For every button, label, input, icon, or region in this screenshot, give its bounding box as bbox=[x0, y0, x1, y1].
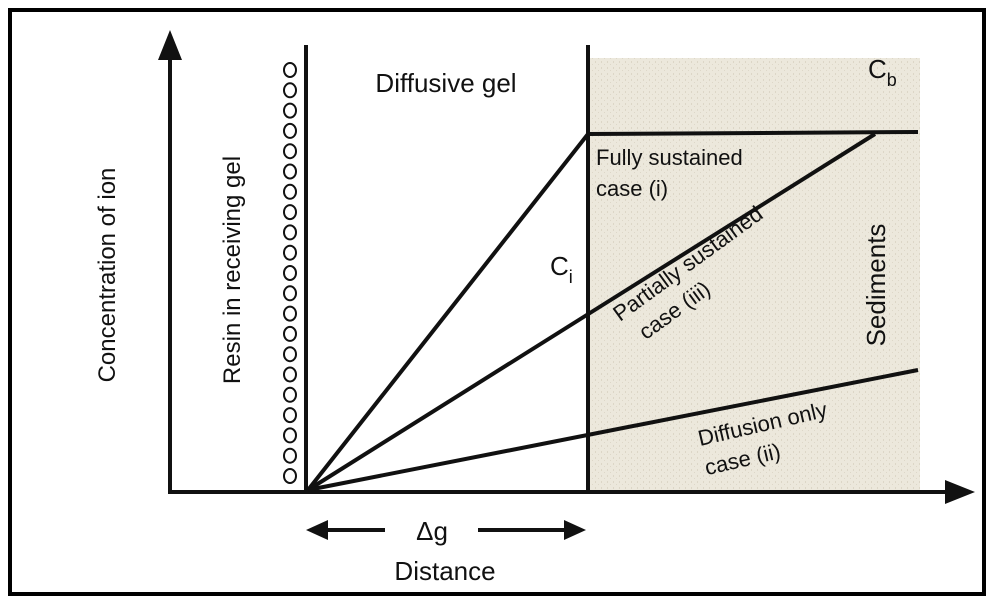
cb-sub: b bbox=[887, 70, 897, 90]
x-axis-label: Distance bbox=[394, 556, 495, 586]
case-iii-line bbox=[306, 132, 877, 492]
cb-symbol: Cb bbox=[868, 54, 897, 90]
resin-bead bbox=[283, 183, 297, 200]
resin-bead bbox=[283, 407, 297, 424]
resin-bead bbox=[283, 163, 297, 180]
resin-bead bbox=[283, 386, 297, 403]
resin-bead bbox=[283, 468, 297, 484]
case-label: case (i) bbox=[596, 176, 668, 201]
x-arrowhead bbox=[945, 480, 975, 504]
sediments-label: Sediments bbox=[861, 224, 891, 347]
resin-bead bbox=[283, 244, 297, 261]
resin-label: Resin in receiving gel bbox=[219, 156, 246, 384]
resin-bead bbox=[283, 325, 297, 342]
resin-bead bbox=[283, 285, 297, 302]
resin-bead bbox=[283, 346, 297, 363]
ci-symbol: Ci bbox=[550, 251, 573, 287]
resin-bead bbox=[283, 122, 297, 139]
resin-bead bbox=[283, 265, 297, 281]
resin-bead bbox=[283, 143, 297, 160]
y-axis-label: Concentration of ion bbox=[94, 168, 121, 383]
resin-bead bbox=[283, 224, 297, 241]
resin-bead bbox=[283, 305, 297, 322]
gel-thickness-label: Δg bbox=[416, 516, 448, 546]
arrowhead-right bbox=[564, 520, 586, 540]
case-ii-line bbox=[307, 368, 919, 492]
sediment-area bbox=[590, 58, 920, 490]
resin-bead bbox=[283, 102, 297, 119]
resin-bead bbox=[283, 204, 297, 221]
ci-main: C bbox=[550, 251, 569, 281]
resin-bead bbox=[283, 82, 297, 99]
gel-label: Diffusive gel bbox=[375, 68, 516, 98]
y-arrowhead bbox=[158, 30, 182, 60]
resin-bead bbox=[283, 427, 297, 444]
frame bbox=[8, 8, 986, 596]
resin-bead bbox=[283, 366, 297, 383]
resin-bead bbox=[283, 447, 297, 464]
cb-main: C bbox=[868, 54, 887, 84]
arrowhead-left bbox=[306, 520, 328, 540]
ci-sub: i bbox=[569, 267, 573, 287]
resin-bead bbox=[283, 62, 297, 78]
case-label: Fully sustained bbox=[596, 145, 743, 170]
case-i-line bbox=[306, 130, 919, 492]
